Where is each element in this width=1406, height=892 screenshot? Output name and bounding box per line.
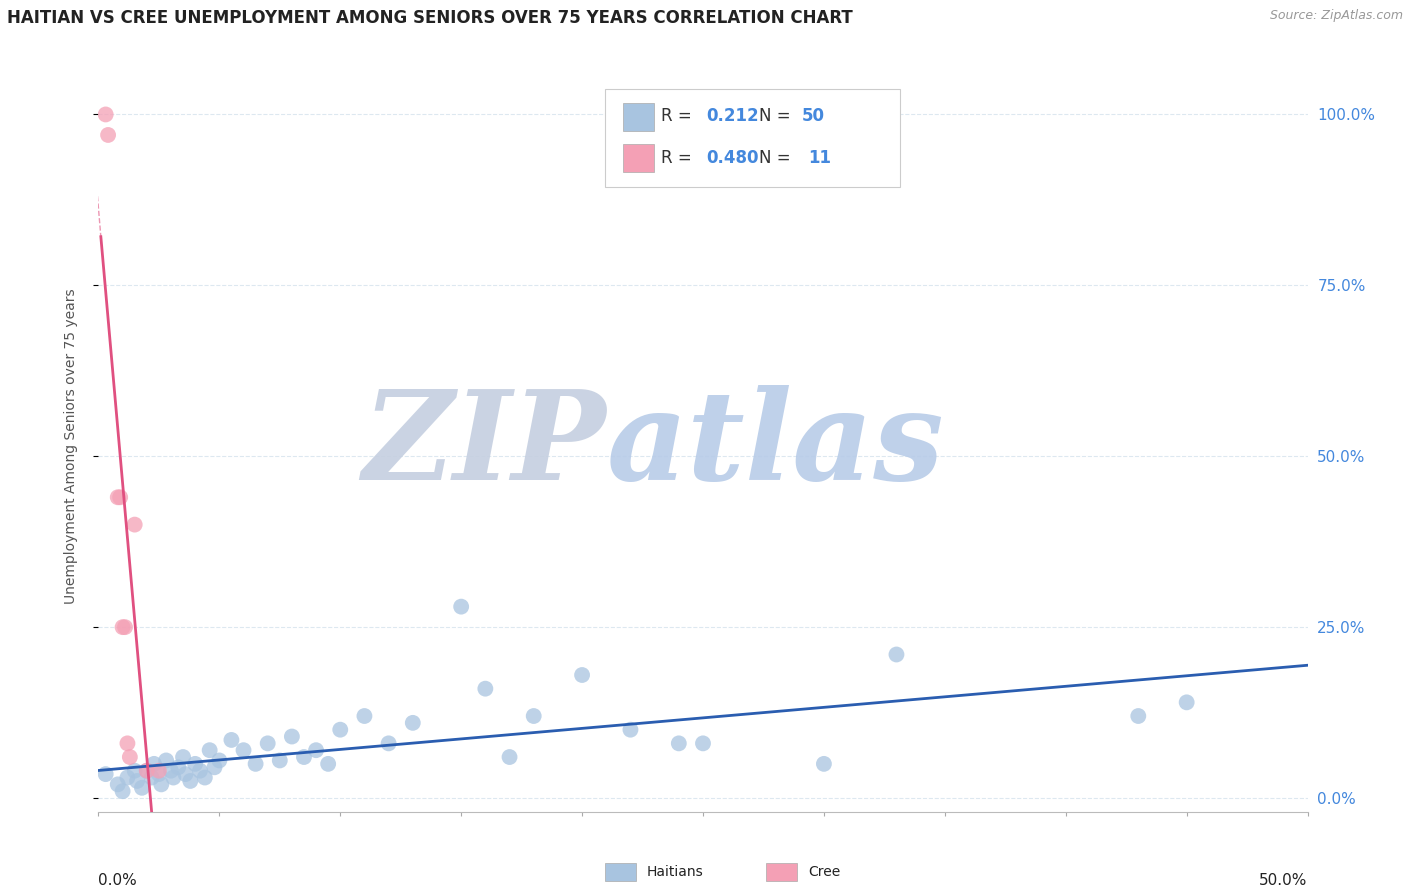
Text: HAITIAN VS CREE UNEMPLOYMENT AMONG SENIORS OVER 75 YEARS CORRELATION CHART: HAITIAN VS CREE UNEMPLOYMENT AMONG SENIO… xyxy=(7,9,853,27)
Point xyxy=(97,128,120,142)
Point xyxy=(107,490,129,504)
Point xyxy=(179,774,201,789)
Point xyxy=(117,736,139,750)
Point xyxy=(571,668,593,682)
Point xyxy=(148,764,170,778)
Text: Cree: Cree xyxy=(808,865,841,880)
Text: Source: ZipAtlas.com: Source: ZipAtlas.com xyxy=(1270,9,1403,22)
Point xyxy=(208,754,231,768)
Point xyxy=(155,754,177,768)
Point xyxy=(668,736,690,750)
Point xyxy=(498,750,520,764)
Y-axis label: Unemployment Among Seniors over 75 years: Unemployment Among Seniors over 75 years xyxy=(63,288,77,604)
Point xyxy=(377,736,399,750)
Point xyxy=(523,709,546,723)
Point xyxy=(111,784,134,798)
Point xyxy=(94,107,117,121)
Point xyxy=(292,750,315,764)
Text: R =: R = xyxy=(661,107,697,125)
Text: N =: N = xyxy=(759,107,796,125)
Text: 50.0%: 50.0% xyxy=(1260,872,1308,888)
Point xyxy=(474,681,496,696)
Point xyxy=(329,723,352,737)
Point xyxy=(813,756,835,771)
Point xyxy=(118,750,141,764)
Point xyxy=(245,756,267,771)
Point xyxy=(131,780,153,795)
Text: 50: 50 xyxy=(801,107,824,125)
Text: 0.480: 0.480 xyxy=(706,149,758,167)
Point xyxy=(1128,709,1150,723)
Point xyxy=(114,620,136,634)
Point xyxy=(135,764,157,778)
Point xyxy=(160,764,183,778)
Text: atlas: atlas xyxy=(606,385,943,507)
Point xyxy=(111,620,134,634)
Point xyxy=(281,730,304,744)
Point xyxy=(619,723,641,737)
Point xyxy=(107,777,129,791)
Text: 0.212: 0.212 xyxy=(706,107,758,125)
Text: R =: R = xyxy=(661,149,697,167)
Point xyxy=(692,736,714,750)
Point xyxy=(94,767,117,781)
Point xyxy=(188,764,211,778)
Point xyxy=(353,709,375,723)
Point xyxy=(174,767,197,781)
Point xyxy=(127,774,149,789)
Point xyxy=(204,760,226,774)
Point xyxy=(167,760,190,774)
Text: Haitians: Haitians xyxy=(647,865,703,880)
Point xyxy=(172,750,194,764)
Point xyxy=(117,771,139,785)
Point xyxy=(232,743,254,757)
Point xyxy=(305,743,328,757)
Point xyxy=(108,490,131,504)
Point xyxy=(124,764,146,778)
Point xyxy=(162,771,184,785)
Point xyxy=(316,756,339,771)
Point xyxy=(256,736,278,750)
Point xyxy=(450,599,472,614)
Point xyxy=(221,733,243,747)
Text: ZIP: ZIP xyxy=(363,385,606,507)
Text: N =: N = xyxy=(759,149,796,167)
Point xyxy=(148,767,170,781)
Point xyxy=(141,771,163,785)
Text: 0.0%: 0.0% xyxy=(98,872,138,888)
Point xyxy=(886,648,908,662)
Point xyxy=(143,756,166,771)
Point xyxy=(135,764,157,778)
Point xyxy=(402,715,425,730)
Point xyxy=(198,743,221,757)
Point xyxy=(124,517,146,532)
Point xyxy=(150,777,173,791)
Text: 11: 11 xyxy=(808,149,831,167)
Point xyxy=(269,754,291,768)
Point xyxy=(184,756,207,771)
Point xyxy=(1175,695,1198,709)
Point xyxy=(194,771,217,785)
